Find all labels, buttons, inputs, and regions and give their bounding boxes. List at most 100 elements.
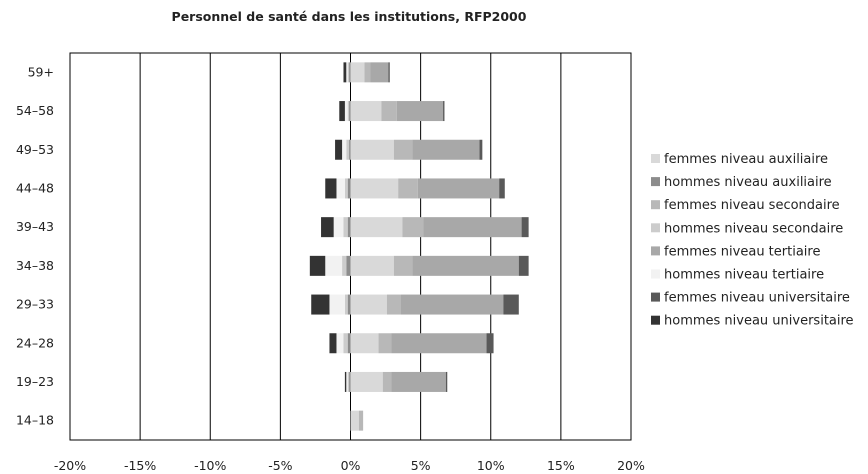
bar-6-series-1	[347, 294, 351, 315]
bar-1-series-1	[349, 101, 351, 122]
bar-5-series-5	[325, 255, 343, 276]
bar-7-series-4	[391, 333, 487, 354]
plot-frame	[69, 52, 632, 441]
bar-8-series-0	[350, 371, 383, 392]
legend-swatch-2	[651, 200, 660, 210]
bar-4-series-2	[402, 217, 424, 238]
bar-4-series-1	[347, 217, 351, 238]
legend-swatch-5	[651, 269, 660, 279]
bar-2-series-5	[342, 139, 347, 160]
bar-0-series-1	[349, 62, 351, 83]
bar-4-series-0	[350, 217, 403, 238]
chart-title: Personnel de santé dans les institutions…	[172, 9, 527, 24]
bar-5-series-0	[350, 255, 394, 276]
bar-0-series-2	[364, 62, 371, 83]
legend-swatch-0	[651, 154, 660, 163]
legend-swatch-3	[651, 223, 660, 233]
y-tick-label: 34–38	[16, 258, 54, 273]
bar-2-series-6	[479, 139, 483, 160]
x-tick-label: 0%	[341, 458, 361, 473]
bar-6-series-7	[311, 294, 330, 315]
legend-swatch-1	[651, 177, 660, 187]
bar-3-series-6	[499, 178, 505, 199]
bar-3-series-1	[347, 178, 351, 199]
bar-0-series-7	[343, 62, 347, 83]
bar-6-series-4	[400, 294, 504, 315]
bar-6-series-2	[386, 294, 401, 315]
bar-5-series-2	[393, 255, 413, 276]
y-tick-label: 49–53	[16, 142, 54, 157]
legend-label-7: hommes niveau universitaire	[664, 314, 854, 329]
bar-5-series-3	[342, 255, 347, 276]
legend-swatch-4	[651, 246, 660, 256]
bar-7-series-6	[486, 333, 494, 354]
legend-label-0: femmes niveau auxiliaire	[664, 152, 828, 167]
x-tick-label: -15%	[124, 458, 156, 473]
y-tick-label: 24–28	[16, 335, 54, 350]
y-axis-labels: 59+ 54–58 49–53 44–48 39–43 34–38 29–33 24–28 19…	[16, 64, 54, 427]
bar-0-series-0	[350, 62, 365, 83]
bar-2-series-0	[350, 139, 394, 160]
bar-1-series-4	[396, 101, 444, 122]
bar-1-series-7	[339, 101, 345, 122]
bar-7-series-5	[336, 333, 344, 354]
bar-2-series-1	[349, 139, 351, 160]
bar-8-series-3	[347, 371, 350, 392]
legend-label-2: femmes niveau secondaire	[664, 198, 840, 213]
bar-8-series-1	[349, 371, 351, 392]
bar-1-series-0	[350, 101, 382, 122]
legend-label-6: femmes niveau universitaire	[664, 291, 850, 306]
bar-9-series-2	[358, 410, 364, 431]
bar-3-series-4	[417, 178, 500, 199]
bar-5-series-6	[518, 255, 529, 276]
y-tick-label: 44–48	[16, 180, 54, 195]
bar-8-series-4	[391, 371, 446, 392]
bar-5-series-7	[309, 255, 326, 276]
bar-7-series-2	[378, 333, 392, 354]
bar-1-series-6	[443, 101, 445, 122]
bar-8-series-6	[445, 371, 448, 392]
bar-4-series-6	[521, 217, 529, 238]
bar-4-series-7	[321, 217, 334, 238]
bar-2-series-4	[412, 139, 480, 160]
bar-8-series-7	[344, 371, 347, 392]
legend-label-5: hommes niveau tertiaire	[664, 268, 824, 283]
bar-3-series-5	[336, 178, 345, 199]
bar-1-series-5	[344, 101, 348, 122]
bar-7-series-0	[350, 333, 379, 354]
y-tick-label: 29–33	[16, 297, 54, 312]
bar-9-series-0	[350, 410, 359, 431]
bar-6-series-3	[344, 294, 348, 315]
bar-1-series-2	[381, 101, 397, 122]
bar-7-series-7	[329, 333, 337, 354]
y-tick-label: 14–18	[16, 413, 54, 428]
bar-4-series-4	[423, 217, 522, 238]
bar-0-series-4	[370, 62, 389, 83]
bar-2-series-3	[346, 139, 350, 160]
bar-8-series-5	[346, 371, 348, 392]
bar-8-series-2	[382, 371, 392, 392]
legend: femmes niveau auxiliaire hommes niveau au…	[651, 152, 854, 329]
bar-2-series-7	[335, 139, 343, 160]
y-tick-label: 59+	[28, 64, 54, 79]
bar-7-series-3	[343, 333, 348, 354]
bar-1-series-3	[347, 101, 350, 122]
bars-group	[309, 62, 529, 431]
y-tick-label: 19–23	[16, 374, 54, 389]
x-tick-label: -5%	[268, 458, 292, 473]
bar-5-series-1	[346, 255, 351, 276]
bar-6-series-6	[503, 294, 519, 315]
bar-3-series-7	[325, 178, 337, 199]
bar-6-series-0	[350, 294, 387, 315]
bar-0-series-3	[347, 62, 350, 83]
x-tick-label: 20%	[617, 458, 645, 473]
y-tick-label: 39–43	[16, 219, 54, 234]
legend-label-1: hommes niveau auxiliaire	[664, 175, 832, 190]
bar-3-series-0	[350, 178, 399, 199]
bar-7-series-1	[347, 333, 351, 354]
bar-2-series-2	[393, 139, 413, 160]
x-tick-label: 15%	[547, 458, 575, 473]
bar-3-series-3	[344, 178, 348, 199]
x-axis-labels: -20% -15% -10% -5% 0% 5% 10% 15% 20%	[54, 458, 645, 473]
